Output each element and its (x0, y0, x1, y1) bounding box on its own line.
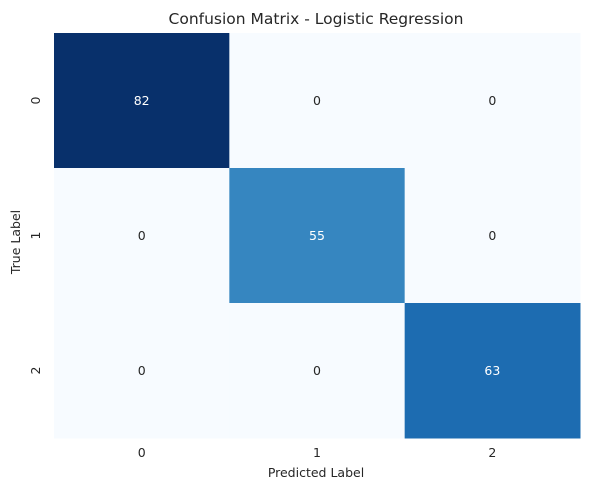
heatmap-cell-0-0 (54, 33, 230, 169)
cell-value-label-1-0: 0 (138, 228, 146, 243)
heatmap-cell-1-1 (229, 168, 406, 304)
chart-title: Confusion Matrix - Logistic Regression (169, 10, 464, 28)
cell-value-label-2-1: 0 (313, 363, 321, 378)
cell-value-label-0-2: 0 (488, 93, 496, 108)
heatmap-cell-2-0 (54, 303, 230, 439)
heatmap-cell-2-2 (404, 303, 581, 439)
cell-value-label-2-0: 0 (138, 363, 146, 378)
y-tick-label-2: 2 (28, 367, 43, 375)
x-tick-label-0: 0 (138, 445, 146, 460)
x-tick-label-1: 1 (313, 445, 321, 460)
heatmap-cell-labels: 82 0 0 0 55 0 0 0 63 (134, 93, 501, 378)
cell-value-label-0-0: 82 (134, 93, 150, 108)
x-tick-label-2: 2 (488, 445, 496, 460)
cell-value-label-1-2: 0 (488, 228, 496, 243)
heatmap-cell-0-2 (404, 33, 581, 169)
x-axis-label: Predicted Label (268, 465, 364, 480)
cell-value-label-0-1: 0 (313, 93, 321, 108)
heatmap-cell-1-2 (404, 168, 581, 304)
heatmap-cell-0-1 (229, 33, 406, 169)
cell-value-label-2-2: 63 (484, 363, 500, 378)
y-axis-label: True Label (8, 210, 23, 275)
cell-value-label-1-1: 55 (309, 228, 325, 243)
y-axis-tick-labels: 0 1 2 (28, 96, 43, 374)
x-axis-tick-labels: 0 1 2 (138, 445, 497, 460)
heatmap-cells (54, 33, 581, 439)
y-tick-label-1: 1 (28, 232, 43, 240)
y-tick-label-0: 0 (28, 96, 43, 104)
heatmap-cell-2-1 (229, 303, 406, 439)
heatmap-cell-1-0 (54, 168, 230, 304)
